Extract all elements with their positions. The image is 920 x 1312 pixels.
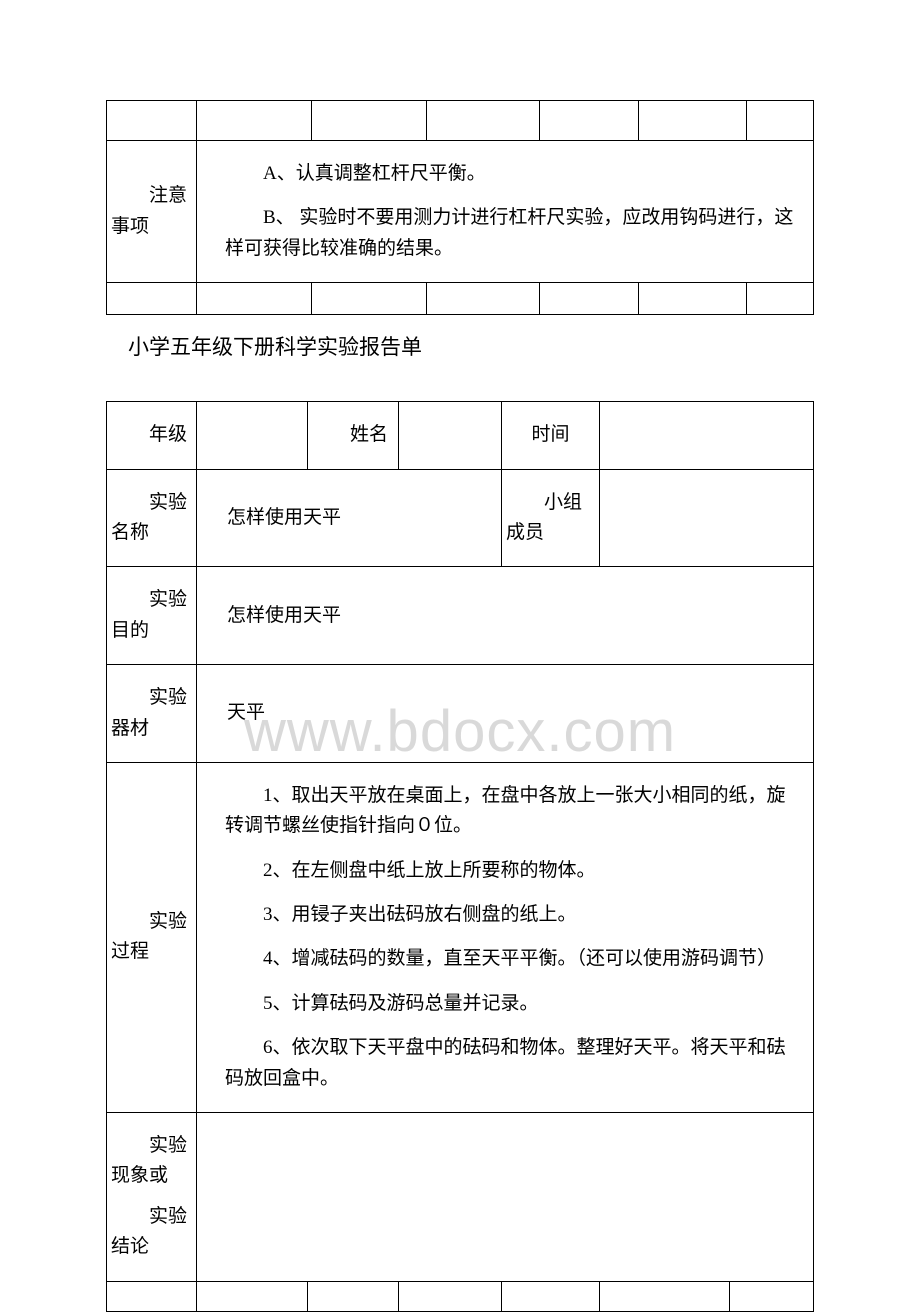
grade-label-cell: 年级 [107,402,197,469]
exp-result-label-cell: 实验现象或 实验结论 [107,1113,197,1282]
empty-cell [427,283,540,315]
exp-name-label-cell: 实验名称 [107,469,197,567]
notes-label-cell: 注意事项 [107,141,197,283]
step-1: 1、取出天平放在桌面上，在盘中各放上一张大小相同的纸，旋转调节螺丝使指针指向０位… [225,781,803,842]
exp-equip-value: 天平 [227,702,265,723]
exp-name-value: 怎样使用天平 [227,507,341,528]
step-4: 4、增减砝码的数量，直至天平平衡。（还可以使用游码调节） [225,944,803,974]
empty-cell [747,101,814,141]
exp-result-value-cell [197,1113,814,1282]
empty-cell [427,101,540,141]
empty-cell [639,283,747,315]
table-row [107,283,814,315]
step-2: 2、在左侧盘中纸上放上所要称的物体。 [225,856,803,886]
exp-goal-label: 实验目的 [111,585,192,646]
empty-cell [600,1281,730,1311]
empty-cell [502,1281,600,1311]
empty-cell [312,101,427,141]
note-a: A、认真调整杠杆尺平衡。 [225,159,803,189]
group-label-cell: 小组成员 [502,469,600,567]
step-6: 6、依次取下天平盘中的砝码和物体。整理好天平。将天平和砝码放回盒中。 [225,1033,803,1094]
notes-content-cell: A、认真调整杠杆尺平衡。 B、 实验时不要用测力计进行杠杆尺实验，应改用钩码进行… [197,141,814,283]
time-label: 时间 [531,424,569,445]
table-row [107,101,814,141]
exp-equip-label: 实验器材 [111,683,192,744]
empty-cell [107,101,197,141]
table-row: 实验名称 怎样使用天平 小组成员 [107,469,814,567]
name-label: 姓名 [312,420,394,450]
table-row: 实验目的 怎样使用天平 [107,567,814,665]
table-row: 注意事项 A、认真调整杠杆尺平衡。 B、 实验时不要用测力计进行杠杆尺实验，应改… [107,141,814,283]
empty-cell [747,283,814,315]
name-value-cell [399,402,502,469]
empty-cell [197,101,312,141]
note-b: B、 实验时不要用测力计进行杠杆尺实验，应改用钩码进行，这样可获得比较准确的结果… [225,203,803,264]
empty-cell [399,1281,502,1311]
exp-goal-label-cell: 实验目的 [107,567,197,665]
empty-cell [107,283,197,315]
empty-cell [730,1281,814,1311]
grade-value-cell [197,402,308,469]
exp-goal-value-cell: 怎样使用天平 [197,567,814,665]
step-3: 3、用锓子夹出砝码放右侧盘的纸上。 [225,900,803,930]
group-value-cell [600,469,814,567]
notes-table: 注意事项 A、认真调整杠杆尺平衡。 B、 实验时不要用测力计进行杠杆尺实验，应改… [106,100,814,315]
empty-cell [312,283,427,315]
exp-name-value-cell: 怎样使用天平 [197,469,502,567]
exp-process-value-cell: 1、取出天平放在桌面上，在盘中各放上一张大小相同的纸，旋转调节螺丝使指针指向０位… [197,762,814,1112]
empty-cell [197,283,312,315]
table-row: 实验过程 1、取出天平放在桌面上，在盘中各放上一张大小相同的纸，旋转调节螺丝使指… [107,762,814,1112]
exp-name-label: 实验名称 [111,488,192,549]
exp-process-label-cell: 实验过程 [107,762,197,1112]
exp-goal-value: 怎样使用天平 [227,605,341,626]
group-label: 小组成员 [506,488,595,549]
grade-label: 年级 [111,420,192,450]
page-title: 小学五年级下册科学实验报告单 [0,315,920,379]
empty-cell [639,101,747,141]
empty-cell [308,1281,399,1311]
table-row: 实验现象或 实验结论 [107,1113,814,1282]
step-5: 5、计算砝码及游码总量并记录。 [225,989,803,1019]
exp-process-label: 实验过程 [111,907,192,968]
time-value-cell [600,402,814,469]
notes-label: 注意事项 [111,181,192,242]
exp-equip-label-cell: 实验器材 [107,665,197,763]
empty-cell [540,101,639,141]
name-label-cell: 姓名 [308,402,399,469]
exp-equip-value-cell: 天平 [197,665,814,763]
exp-result-label-2: 实验结论 [111,1202,192,1263]
table-row: 实验器材 天平 [107,665,814,763]
empty-cell [107,1281,197,1311]
table-row: 年级 姓名 时间 [107,402,814,469]
empty-cell [540,283,639,315]
report-table: 年级 姓名 时间 实验名称 怎样使用天平 [106,401,814,1311]
time-label-cell: 时间 [502,402,600,469]
table-row [107,1281,814,1311]
empty-cell [197,1281,308,1311]
exp-result-label-1: 实验现象或 [111,1131,192,1192]
